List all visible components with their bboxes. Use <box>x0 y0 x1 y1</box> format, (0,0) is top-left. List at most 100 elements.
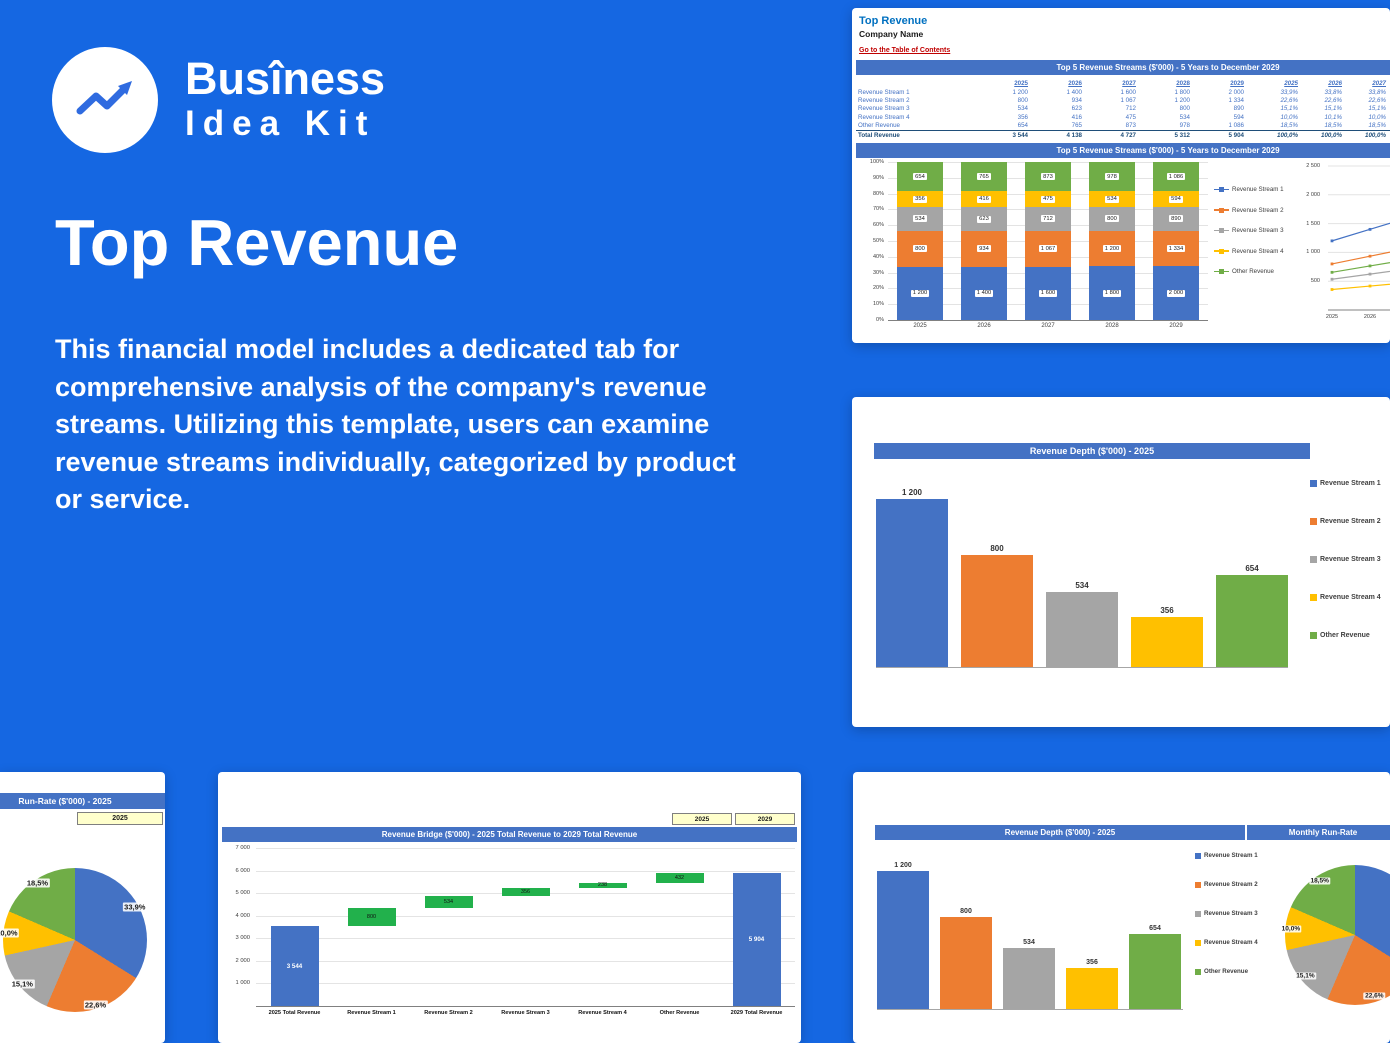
legend-marker <box>1214 228 1229 233</box>
brand-name: Busîness Idea Kit <box>185 55 385 145</box>
y-axis-label: 2 500 <box>1306 163 1320 169</box>
table-row: Revenue Stream 1 1 200 1 400 1 600 1 800 2 00… <box>856 88 1390 96</box>
pct-cell: 22,6% <box>1386 97 1390 104</box>
x-axis-label: 2026 <box>977 323 991 329</box>
stack-segment: 1 067 <box>1025 230 1071 267</box>
pct-cell: 22,6% <box>1280 97 1298 105</box>
value-cell: 890 <box>1233 105 1244 113</box>
bar-column: 1 200 <box>877 862 929 1009</box>
bar-value-label: 1 200 <box>901 488 923 497</box>
pct-cell: 18,4% <box>1386 122 1390 129</box>
table-row: 202520262027202820292025202620272028 <box>856 78 1390 88</box>
bar-value-label: 654 <box>1245 564 1259 574</box>
pct-cell: 18,5% <box>1324 122 1342 130</box>
page-description: This financial model includes a dedicate… <box>55 334 736 514</box>
x-axis-label: Other Revenue <box>659 1010 700 1016</box>
year-column-header: 2029 <box>1230 79 1244 87</box>
pct-cell: 18,5% <box>1280 122 1298 130</box>
segment-value-label: 800 <box>1105 215 1119 223</box>
stack-segment: 1 334 <box>1153 230 1199 267</box>
y-axis-label: 20% <box>872 285 884 292</box>
segment-value-label: 2 000 <box>1166 289 1186 297</box>
y-axis-label: 4 000 <box>235 912 250 919</box>
row-label: Revenue Stream 1 <box>858 88 910 96</box>
value-cell: 416 <box>1071 113 1082 121</box>
legend-item: Other Revenue <box>1195 968 1258 975</box>
value-cell: 475 <box>1125 113 1136 121</box>
value-cell: 1 200 <box>1174 97 1190 105</box>
x-axis-label: 2026 <box>1363 314 1377 320</box>
value-cell: 1 600 <box>1120 88 1136 96</box>
pie-slice-label: 18,5% <box>25 878 50 888</box>
revenue-table: 202520262027202820292025202620272028Reve… <box>856 78 1390 140</box>
legend-marker <box>1214 248 1229 254</box>
bar-value-label: 5 904 <box>748 935 765 943</box>
bar-value-label: 356 <box>1160 606 1174 616</box>
bar-column: 534 <box>1003 939 1055 1009</box>
legend-label: Revenue Stream 2 <box>1320 518 1381 525</box>
legend-label: Revenue Stream 1 <box>1204 852 1258 859</box>
y-axis-label: 1 000 <box>235 980 250 987</box>
pie-slice-label: 10,0% <box>0 928 20 938</box>
x-axis-label: 2025 Total Revenue <box>268 1010 321 1016</box>
table-title-bar: Top 5 Revenue Streams ($'000) - 5 Years … <box>856 60 1390 75</box>
year-column-header: 2026 <box>1068 79 1082 87</box>
gridline <box>256 960 795 962</box>
legend-marker <box>1195 881 1201 888</box>
segment-value-label: 712 <box>1041 215 1055 223</box>
total-pct-cell: 100,0% <box>1321 131 1342 139</box>
stack-segment: 356 <box>897 191 943 208</box>
row-label: Revenue Stream 3 <box>858 105 910 113</box>
monthly-runrate-pie-chart: 33,9%22,6%15,1%10,0%18,5% <box>1280 865 1390 1005</box>
toc-link[interactable]: Go to the Table of Contents <box>859 47 951 54</box>
value-cell: 623 <box>1071 105 1082 113</box>
pct-year-column-header: 2028 <box>1386 80 1390 87</box>
y-axis-label: 10% <box>872 301 884 308</box>
revenue-depth-legend: Revenue Stream 1 Revenue Stream 2 Revenue … <box>1310 480 1381 670</box>
legend-item: Other Revenue <box>1310 632 1381 639</box>
value-cell: 534 <box>1017 105 1028 113</box>
legend-label: Revenue Stream 4 <box>1320 594 1381 601</box>
total-value-cell: 3 544 <box>1012 131 1028 139</box>
segment-value-label: 475 <box>1041 195 1055 203</box>
revenue-depth-legend: Revenue Stream 1 Revenue Stream 2 Revenue … <box>1195 852 1258 997</box>
runrate-pie-chart: 33,9% 22,6% 15,1% 10,0% 18,5% <box>0 868 147 1012</box>
legend-marker <box>1310 518 1317 525</box>
stack-segment: 1 086 <box>1153 162 1199 192</box>
year-start-cell[interactable]: 2025 <box>672 813 732 825</box>
segment-value-label: 356 <box>913 195 927 203</box>
y-axis-label: 7 000 <box>235 845 250 851</box>
x-axis-label: Revenue Stream 3 <box>501 1010 550 1016</box>
total-row-label: Total Revenue <box>858 131 900 139</box>
y-axis-label: 40% <box>872 253 884 260</box>
total-value-cell: 5 904 <box>1228 131 1244 139</box>
legend-marker <box>1214 207 1229 213</box>
pct-year-column-header: 2026 <box>1328 79 1342 87</box>
year-end-cell[interactable]: 2029 <box>735 813 795 825</box>
year-input-cell[interactable]: 2025 <box>77 812 163 825</box>
brand-name-line1: Busîness <box>185 53 386 104</box>
bar-value-label: 1 200 <box>894 862 912 869</box>
legend-label: Revenue Stream 3 <box>1232 227 1284 234</box>
y-axis-label: 50% <box>872 238 884 244</box>
value-cell: 712 <box>1125 105 1136 113</box>
x-axis-label: Revenue Stream 4 <box>578 1010 627 1016</box>
value-cell: 356 <box>1017 113 1028 121</box>
trend-arrow-icon <box>76 81 132 115</box>
legend-item: Revenue Stream 2 <box>1195 881 1258 888</box>
pct-cell: 15,1% <box>1386 105 1390 112</box>
revenue-depth-title-bar: Revenue Depth ($'000) - 2025 <box>874 443 1310 459</box>
legend-marker-point <box>1219 228 1224 233</box>
page-title: Top Revenue <box>55 206 459 279</box>
line-series <box>1331 222 1390 242</box>
x-axis-label: Revenue Stream 2 <box>424 1010 473 1016</box>
pct-cell: 33,8% <box>1368 88 1386 96</box>
stack-segment: 594 <box>1153 191 1199 207</box>
legend-marker <box>1310 594 1317 601</box>
stack-segment: 416 <box>961 191 1007 208</box>
bridge-title-bar: Revenue Bridge ($'000) - 2025 Total Reve… <box>222 827 797 842</box>
bar-value-label: 534 <box>1023 938 1035 946</box>
segment-value-label: 890 <box>1169 215 1183 223</box>
